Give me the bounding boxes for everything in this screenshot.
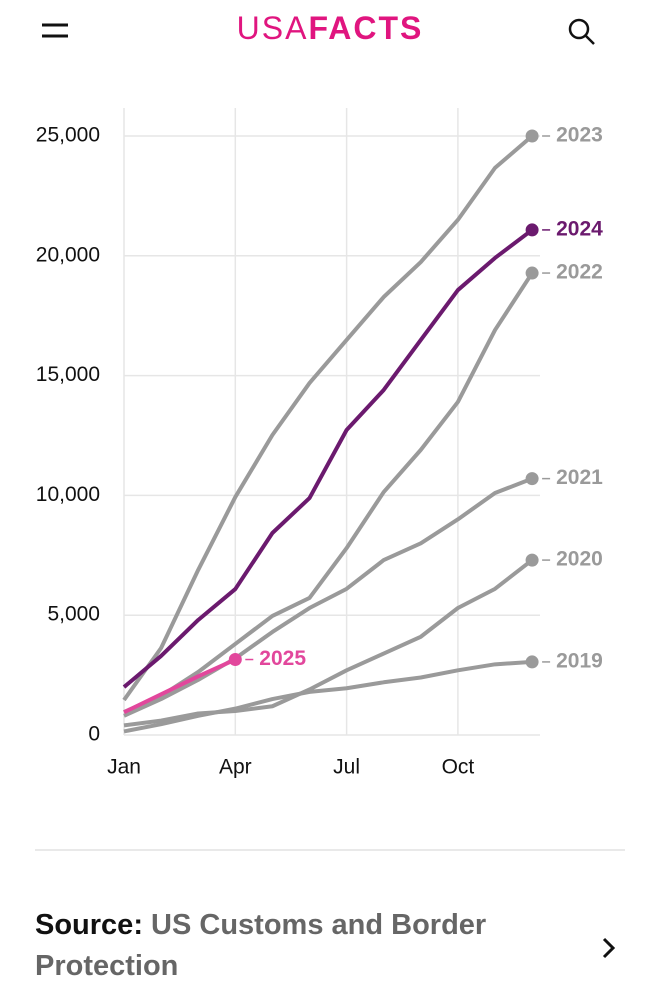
y-tick-label: 0: [88, 723, 100, 746]
search-button[interactable]: [568, 18, 595, 45]
y-tick-label: 20,000: [36, 243, 100, 266]
source-text: US Customs and Border Protection: [35, 909, 487, 982]
chevron[interactable]: [602, 937, 616, 959]
series-line: [123, 476, 533, 718]
end-dot: [525, 223, 539, 237]
series-label: 2021: [556, 466, 603, 489]
x-tick-label: Oct: [442, 756, 475, 779]
x-tick-label: Jul: [333, 756, 360, 779]
series-line: [123, 558, 534, 728]
series-label: 2024: [556, 217, 603, 240]
series-line: [123, 271, 534, 714]
series-line: [123, 657, 237, 715]
y-tick-label: 10,000: [36, 483, 100, 506]
end-dot: [525, 266, 539, 280]
series-label: 2022: [556, 261, 603, 284]
y-tick-label: 5,000: [47, 603, 100, 626]
series-label: 2020: [556, 548, 603, 571]
end-dot: [525, 129, 539, 143]
x-tick-label: Jan: [107, 756, 141, 779]
series-label: 2025: [259, 647, 306, 670]
logo[interactable]: USAFACTS: [237, 10, 424, 46]
series-line: [122, 134, 534, 702]
search-icon: [568, 18, 590, 40]
end-dot: [228, 653, 242, 667]
y-tick-label: 25,000: [36, 124, 100, 147]
search-icon: [585, 35, 595, 45]
series-line: [122, 228, 534, 689]
end-dot: [525, 655, 539, 669]
logo-right: FACTS: [308, 10, 423, 46]
series-line: [123, 659, 533, 734]
logo-left: USA: [237, 10, 309, 46]
series-label: 2023: [556, 124, 603, 147]
menu-button[interactable]: [40, 20, 70, 48]
source[interactable]: Source: US Customs and Border Protection: [35, 905, 555, 987]
x-tick-label: Apr: [219, 756, 252, 779]
source-label: Source:: [35, 909, 143, 941]
end-dot: [525, 553, 539, 567]
series-label: 2019: [556, 649, 603, 672]
y-tick-label: 15,000: [36, 363, 100, 386]
end-dot: [525, 472, 539, 486]
